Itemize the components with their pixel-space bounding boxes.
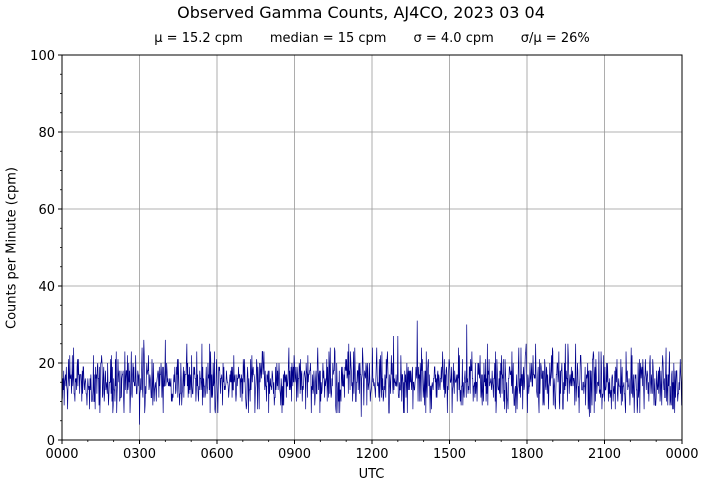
y-tick-label: 100 (30, 49, 55, 64)
stat-median: median = 15 cpm (269, 31, 387, 46)
x-tick-label: 1200 (355, 447, 388, 462)
y-tick-label: 40 (38, 280, 55, 295)
x-tick-label: 0000 (665, 447, 698, 462)
x-tick-label: 0000 (45, 447, 78, 462)
y-tick-label: 20 (38, 357, 55, 372)
chart-subtitle: μ = 15.2 cpm median = 15 cpm σ = 4.0 cpm… (62, 31, 682, 46)
stat-mean: μ = 15.2 cpm (154, 31, 243, 46)
chart-title: Observed Gamma Counts, AJ4CO, 2023 03 04 (177, 3, 545, 22)
y-tick-label: 80 (38, 126, 55, 141)
x-axis-label: UTC (358, 467, 385, 482)
x-tick-label: 0600 (200, 447, 233, 462)
stat-sigma: σ = 4.0 cpm (413, 31, 494, 46)
x-tick-label: 2100 (588, 447, 621, 462)
series-line (61, 320, 682, 425)
x-tick-label: 0900 (278, 447, 311, 462)
x-tick-label: 0300 (123, 447, 156, 462)
y-tick-label: 0 (47, 434, 55, 449)
y-tick-label: 60 (38, 203, 55, 218)
stat-ratio: σ/μ = 26% (520, 31, 590, 46)
x-tick-label: 1800 (510, 447, 543, 462)
x-tick-label: 1500 (433, 447, 466, 462)
